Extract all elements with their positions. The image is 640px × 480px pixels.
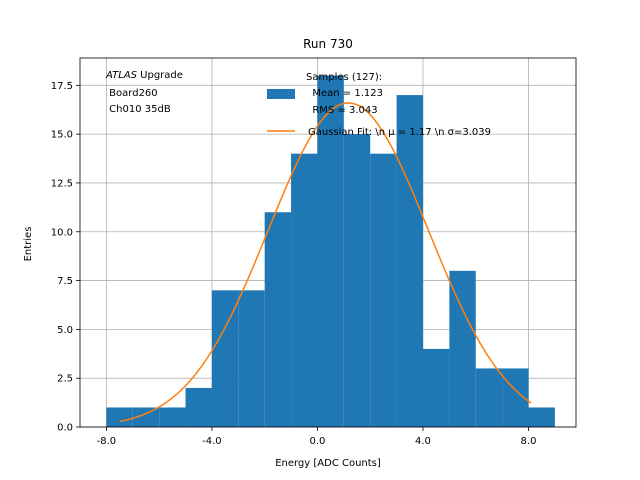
legend-histogram-line-1: Samples (127): bbox=[306, 72, 382, 83]
atlas-annotation: ATLAS Upgrade Board260 Ch010 35dB bbox=[105, 70, 183, 115]
y-tick-label: 2.5 bbox=[57, 374, 73, 385]
y-tick-label: 12.5 bbox=[51, 178, 73, 189]
histogram-bar bbox=[343, 134, 371, 427]
chart-title: Run 730 bbox=[303, 37, 353, 51]
x-tick-label: 4.0 bbox=[415, 436, 431, 447]
x-tick-label: -4.0 bbox=[202, 436, 222, 447]
histogram-bar bbox=[422, 348, 450, 427]
x-axis-label: Energy [ADC Counts] bbox=[275, 458, 381, 469]
legend-fit-label: Gaussian Fit: \n μ = 1.17 \n σ=3.039 bbox=[308, 127, 491, 138]
annotation-line-1: ATLAS Upgrade bbox=[105, 70, 183, 81]
y-tick-label: 0.0 bbox=[57, 423, 73, 434]
annotation-line-2: Board260 bbox=[106, 88, 158, 99]
annotation-upgrade: Upgrade bbox=[137, 70, 183, 81]
plot-frame bbox=[79, 57, 577, 428]
histogram-bar bbox=[264, 212, 292, 427]
annotation-line-3: Ch010 35dB bbox=[106, 104, 171, 115]
y-axis-label: Entries bbox=[23, 227, 34, 262]
y-tick-label: 7.5 bbox=[57, 276, 73, 287]
x-tick-label: -8.0 bbox=[97, 436, 117, 447]
histogram-bar bbox=[317, 75, 344, 428]
histogram-bar bbox=[106, 407, 133, 427]
legend: Samples (127): Mean = 1.123 RMS = 3.043 … bbox=[267, 72, 491, 138]
histogram-bar bbox=[475, 368, 503, 427]
y-axis-ticks: 0.0 2.5 5.0 7.5 10.0 12.5 15.0 17.5 bbox=[51, 81, 80, 434]
histogram-bar bbox=[132, 407, 160, 427]
x-tick-label: 0.0 bbox=[309, 436, 325, 447]
histogram-bar bbox=[159, 407, 186, 427]
histogram-bar bbox=[291, 153, 318, 427]
y-tick-label: 5.0 bbox=[57, 325, 73, 336]
y-tick-label: 17.5 bbox=[51, 81, 73, 92]
histogram-bar bbox=[449, 270, 476, 427]
histogram-bar bbox=[211, 290, 239, 427]
histogram-bar bbox=[238, 290, 265, 427]
histogram-bar bbox=[370, 153, 397, 427]
histogram-bar bbox=[528, 407, 555, 427]
gaussian-fit-curve bbox=[119, 102, 532, 423]
legend-histogram-line-2: Mean = 1.123 bbox=[306, 88, 383, 99]
legend-histogram-line-3: RMS = 3.043 bbox=[306, 105, 378, 116]
y-tick-label: 15.0 bbox=[51, 130, 73, 141]
legend-histogram-patch bbox=[267, 89, 295, 99]
histogram-bar bbox=[185, 387, 212, 427]
x-axis-ticks: -8.0 -4.0 0.0 4.0 8.0 bbox=[97, 427, 537, 447]
histogram-bars bbox=[106, 75, 555, 428]
y-tick-label: 10.0 bbox=[51, 227, 73, 238]
annotation-atlas: ATLAS bbox=[105, 70, 138, 81]
histogram-bar bbox=[396, 95, 423, 427]
x-tick-label: 8.0 bbox=[521, 436, 537, 447]
